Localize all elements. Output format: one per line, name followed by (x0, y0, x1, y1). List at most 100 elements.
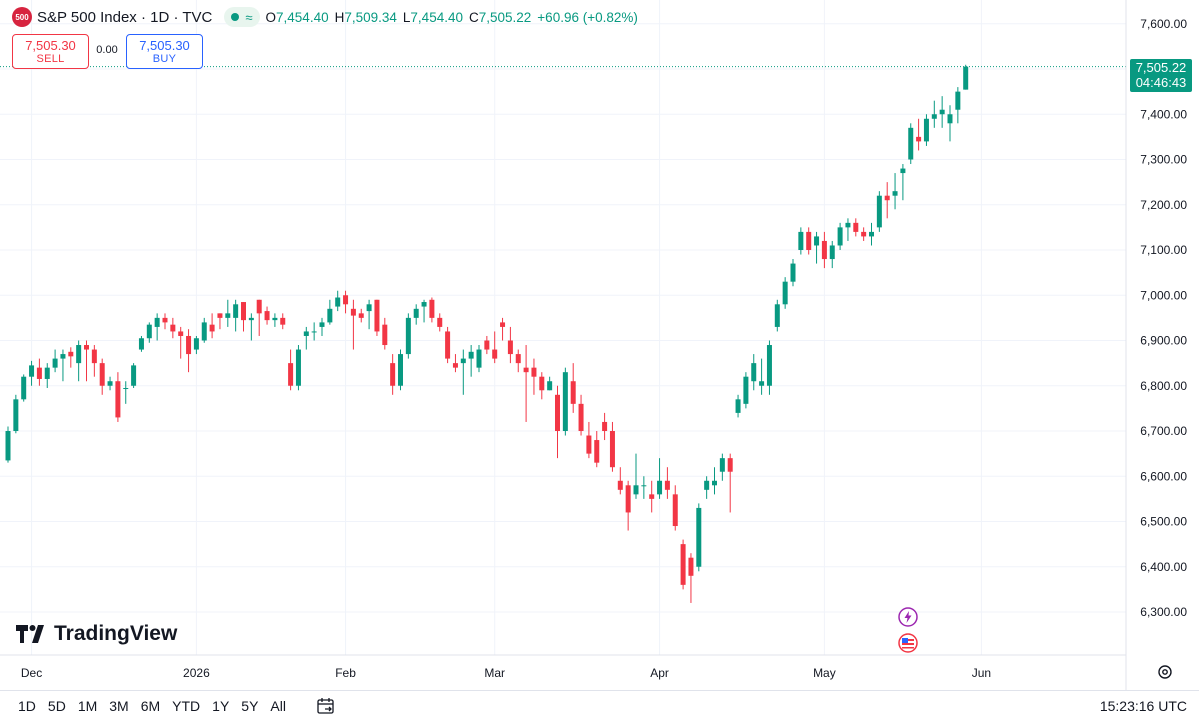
candle[interactable] (963, 64, 969, 90)
candle[interactable] (146, 322, 152, 343)
candle[interactable] (60, 349, 66, 382)
candle[interactable] (295, 345, 301, 391)
candle[interactable] (468, 345, 474, 377)
candle[interactable] (44, 363, 50, 389)
candle[interactable] (256, 299, 262, 336)
candle[interactable] (712, 467, 717, 495)
candle[interactable] (209, 313, 215, 339)
candle[interactable] (594, 431, 600, 468)
candle[interactable] (131, 363, 137, 389)
candle[interactable] (390, 354, 396, 395)
candle[interactable] (664, 467, 670, 499)
symbol-title[interactable]: S&P 500 Index · 1D · TVC (37, 8, 213, 26)
candle[interactable] (704, 476, 710, 499)
candle[interactable] (555, 385, 560, 459)
candle[interactable] (531, 358, 537, 395)
candle[interactable] (955, 87, 961, 124)
candle[interactable] (68, 347, 74, 368)
candle[interactable] (398, 349, 403, 391)
candle[interactable] (916, 118, 922, 151)
settings-gear-icon[interactable] (1156, 663, 1174, 681)
candle[interactable] (500, 317, 506, 341)
candle[interactable] (52, 349, 58, 373)
range-all[interactable]: All (270, 697, 286, 714)
range-ytd[interactable]: YTD (172, 697, 201, 714)
candle[interactable] (366, 299, 372, 330)
candle[interactable] (570, 363, 576, 413)
candle[interactable] (861, 227, 867, 241)
candle[interactable] (29, 360, 35, 386)
candle[interactable] (829, 240, 835, 269)
candle[interactable] (821, 231, 827, 269)
market-status-pill[interactable]: ≈ (224, 7, 260, 27)
candle[interactable] (759, 358, 765, 395)
candle[interactable] (923, 114, 929, 146)
candle[interactable] (350, 299, 356, 350)
candle[interactable] (562, 367, 568, 436)
candle[interactable] (484, 335, 490, 355)
candle[interactable] (900, 164, 906, 201)
candle[interactable] (421, 299, 427, 323)
candle[interactable] (280, 313, 286, 330)
candle[interactable] (539, 372, 545, 400)
range-1m[interactable]: 1M (77, 697, 98, 714)
candle[interactable] (225, 299, 231, 327)
candle[interactable] (162, 313, 168, 330)
candle[interactable] (91, 345, 97, 377)
candle[interactable] (657, 458, 663, 499)
candle[interactable] (437, 313, 443, 332)
candle[interactable] (727, 453, 733, 513)
candle[interactable] (782, 277, 788, 309)
tradingview-logo[interactable]: TradingView (16, 622, 177, 646)
candle[interactable] (507, 326, 513, 364)
candle[interactable] (201, 317, 207, 343)
candle[interactable] (115, 372, 121, 422)
candle[interactable] (233, 299, 239, 332)
candle[interactable] (609, 421, 615, 472)
candle[interactable] (217, 313, 223, 330)
candle[interactable] (602, 412, 608, 441)
candle[interactable] (845, 218, 851, 241)
candle[interactable] (617, 467, 623, 495)
candle[interactable] (939, 96, 945, 128)
candle[interactable] (154, 313, 160, 341)
candle[interactable] (578, 394, 584, 436)
candle[interactable] (790, 259, 796, 287)
candle[interactable] (641, 476, 647, 499)
candle[interactable] (766, 340, 772, 395)
range-6m[interactable]: 6M (140, 697, 161, 714)
candle[interactable] (696, 503, 702, 572)
candle[interactable] (515, 349, 521, 373)
candle[interactable] (625, 480, 631, 531)
range-5d[interactable]: 5D (47, 697, 66, 714)
sell-button[interactable]: 7,505.30 SELL (12, 34, 89, 69)
candle[interactable] (633, 453, 639, 499)
candle[interactable] (303, 326, 309, 350)
range-5y[interactable]: 5Y (241, 697, 259, 714)
candle[interactable] (735, 394, 741, 418)
utc-clock[interactable]: 15:23:16 UTC (1099, 697, 1187, 714)
candle[interactable] (13, 394, 19, 434)
candle[interactable] (649, 480, 655, 513)
candle[interactable] (908, 123, 914, 165)
candle[interactable] (947, 105, 953, 142)
candle[interactable] (99, 358, 105, 395)
candle[interactable] (193, 335, 199, 355)
date-range-calendar-icon[interactable] (316, 696, 336, 716)
candle[interactable] (492, 331, 498, 364)
candle[interactable] (107, 376, 113, 391)
candle[interactable] (429, 297, 435, 323)
candle[interactable] (178, 326, 184, 359)
candle[interactable] (343, 290, 349, 314)
candle[interactable] (311, 322, 317, 341)
candle[interactable] (76, 340, 82, 382)
candle[interactable] (476, 345, 482, 373)
buy-button[interactable]: 7,505.30 BUY (126, 34, 203, 69)
candle[interactable] (138, 335, 144, 352)
candle[interactable] (288, 349, 294, 391)
candle[interactable] (327, 299, 333, 325)
candle[interactable] (806, 227, 812, 255)
candle[interactable] (241, 302, 246, 332)
candle[interactable] (586, 421, 592, 459)
